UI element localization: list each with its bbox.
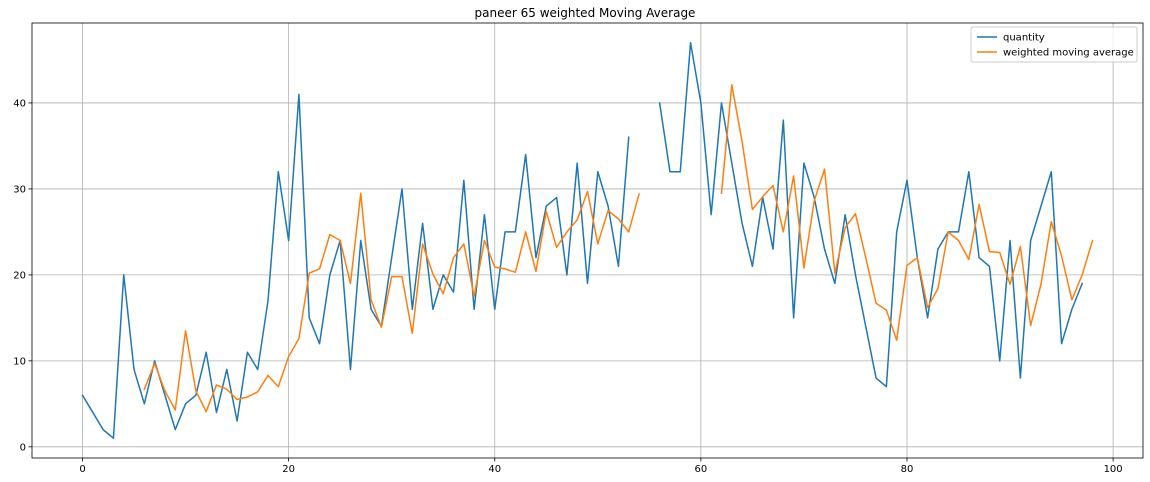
y-tick-label-0: 0 bbox=[20, 442, 26, 453]
x-tick-label-100: 100 bbox=[1104, 464, 1123, 475]
legend: quantity weighted moving average bbox=[970, 26, 1138, 63]
x-tick-label-20: 20 bbox=[282, 464, 295, 475]
chart-title: paneer 65 weighted Moving Average bbox=[475, 6, 696, 20]
series-line-quantity bbox=[81, 42, 1084, 439]
legend-label-quantity: quantity bbox=[1003, 33, 1045, 44]
y-tick-label-20: 20 bbox=[13, 270, 26, 281]
axes: 0 20 40 60 80 100 0 10 20 30 40 bbox=[13, 22, 1144, 475]
y-tick-label-30: 30 bbox=[13, 184, 26, 195]
legend-box bbox=[970, 26, 1138, 63]
x-tick-label-0: 0 bbox=[79, 464, 85, 475]
x-tick-label-80: 80 bbox=[901, 464, 914, 475]
x-tick-label-40: 40 bbox=[488, 464, 501, 475]
plot-frame bbox=[31, 22, 1144, 459]
legend-label-weighted-moving-average: weighted moving average bbox=[1003, 48, 1134, 59]
x-tick-label-60: 60 bbox=[695, 464, 708, 475]
series-lines bbox=[81, 42, 1094, 439]
y-tick-label-40: 40 bbox=[13, 98, 26, 109]
series-line-weighted-moving-average bbox=[143, 84, 1094, 413]
y-tick-label-10: 10 bbox=[13, 356, 26, 367]
